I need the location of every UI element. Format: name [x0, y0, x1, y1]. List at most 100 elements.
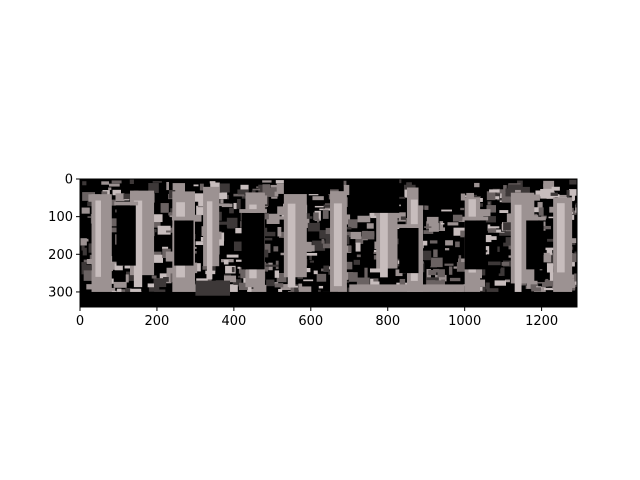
image-texture: [486, 191, 496, 201]
image-texture: [343, 227, 352, 230]
image-texture: [111, 180, 122, 184]
image-texture: [485, 282, 490, 290]
image-texture: [429, 240, 438, 244]
image-texture: [328, 270, 331, 275]
image-texture: [290, 286, 295, 297]
image-texture: [356, 277, 370, 286]
image-texture: [574, 273, 577, 282]
image-texture: [209, 181, 216, 184]
x-tick-label: 0: [76, 314, 84, 329]
image-texture: [117, 288, 122, 295]
y-tick-label: 300: [48, 285, 73, 300]
image-texture: [479, 266, 486, 276]
image-texture: [254, 284, 267, 296]
image-texture: [505, 279, 510, 283]
image-texture: [107, 218, 120, 227]
image-texture: [219, 232, 225, 242]
image-texture: [305, 252, 318, 256]
image-texture: [227, 219, 235, 229]
image-texture: [456, 262, 469, 272]
image-texture: [440, 222, 445, 225]
image-texture: [193, 263, 201, 272]
image-texture: [125, 271, 136, 281]
image-texture: [323, 204, 331, 208]
image-texture: [280, 252, 288, 256]
image-texture: [487, 226, 500, 229]
image-texture: [488, 261, 501, 266]
image-texture: [80, 238, 87, 246]
image-arch-opening: [116, 205, 136, 266]
image-texture: [166, 276, 172, 284]
image-texture: [153, 277, 167, 288]
image-texture: [538, 225, 551, 230]
image-texture: [486, 205, 496, 213]
image-texture: [123, 193, 136, 200]
image-texture: [453, 227, 466, 236]
image-texture: [226, 254, 239, 258]
image-texture: [129, 179, 134, 185]
image-texture: [262, 180, 272, 183]
image-texture: [274, 270, 280, 278]
image-texture: [273, 246, 279, 252]
image-texture: [435, 274, 447, 282]
image-texture: [541, 283, 556, 287]
image-texture: [233, 202, 237, 210]
image-texture: [325, 238, 332, 247]
image-pillar-highlight: [95, 200, 101, 277]
image-texture: [350, 231, 362, 240]
image-texture: [460, 207, 465, 211]
image-texture: [192, 195, 205, 202]
image-texture: [313, 212, 319, 221]
image-texture: [399, 278, 406, 287]
image-texture: [458, 219, 469, 223]
image-arch-opening: [241, 212, 265, 270]
image-texture: [538, 207, 544, 216]
image-texture: [482, 234, 492, 243]
image-texture: [448, 266, 453, 275]
image-texture: [303, 279, 314, 282]
image-texture: [501, 192, 511, 203]
image-dark-gap: [349, 179, 400, 213]
image-texture: [81, 262, 87, 267]
image-texture: [87, 216, 94, 218]
image-texture: [318, 285, 324, 289]
image-texture: [276, 273, 287, 283]
image-texture: [549, 248, 553, 255]
image-texture: [316, 218, 320, 223]
image-texture: [114, 263, 123, 271]
image-texture: [545, 278, 549, 287]
image-texture: [458, 193, 466, 201]
image-arch-opening: [399, 227, 419, 274]
image-texture: [395, 269, 403, 277]
image-texture: [501, 262, 510, 266]
image-texture: [447, 222, 459, 226]
image-texture: [493, 229, 505, 233]
image-texture: [569, 189, 577, 196]
image-texture: [266, 213, 280, 224]
image-texture: [312, 240, 326, 251]
image-texture: [125, 287, 132, 293]
image-texture: [166, 267, 176, 278]
image-texture: [566, 189, 570, 197]
image-bottom-band: [80, 291, 577, 307]
image-texture: [166, 181, 169, 191]
image-texture: [202, 266, 209, 270]
image-texture: [263, 231, 276, 237]
image-texture: [113, 281, 127, 288]
image-texture: [192, 214, 202, 222]
image-texture: [543, 183, 552, 187]
image-texture: [575, 204, 577, 213]
image-texture: [551, 186, 560, 191]
image-texture: [322, 209, 329, 219]
y-tick-label: 100: [48, 210, 73, 225]
image-texture: [322, 243, 336, 249]
image-texture: [81, 238, 89, 242]
image-texture: [355, 236, 364, 244]
image-texture: [252, 188, 261, 191]
image-arch-top: [523, 216, 546, 221]
image-texture: [431, 280, 442, 286]
image-texture: [163, 277, 169, 282]
image-texture: [503, 185, 507, 192]
image-texture: [168, 189, 176, 199]
image-texture: [321, 268, 324, 272]
